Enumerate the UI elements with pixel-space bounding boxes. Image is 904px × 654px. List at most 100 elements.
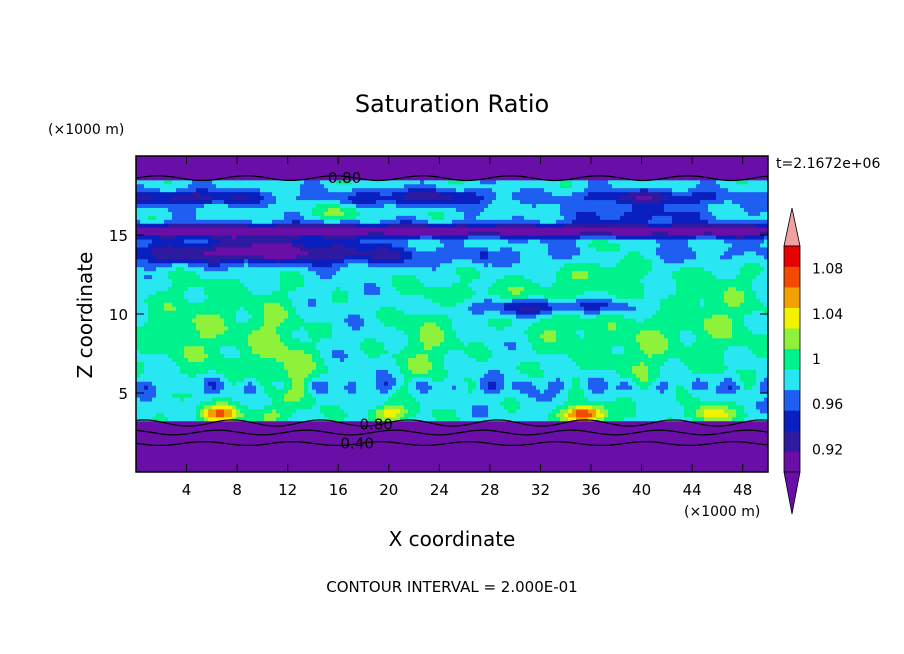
- field-cell: [228, 369, 233, 374]
- field-cell: [700, 389, 705, 394]
- field-cell: [496, 389, 501, 394]
- field-cell: [636, 408, 641, 414]
- field-cell: [600, 349, 605, 355]
- field-cell: [168, 393, 173, 398]
- field-cell: [740, 385, 745, 390]
- field-cell: [660, 412, 665, 418]
- field-cell: [644, 464, 649, 469]
- field-cell: [536, 460, 541, 465]
- field-cell: [252, 400, 257, 406]
- field-cell: [636, 416, 641, 422]
- field-cell: [332, 452, 337, 457]
- field-cell: [660, 420, 665, 426]
- field-cell: [648, 448, 653, 453]
- field-cell: [316, 448, 321, 453]
- field-cell: [508, 424, 513, 430]
- field-cell: [324, 464, 329, 469]
- field-cell: [324, 416, 329, 422]
- field-cell: [252, 440, 257, 445]
- field-cell: [244, 404, 249, 410]
- field-cell: [664, 452, 669, 457]
- field-cell: [268, 404, 273, 410]
- field-cell: [232, 468, 237, 472]
- field-cell: [444, 412, 449, 418]
- field-cell: [296, 424, 301, 430]
- field-cell: [696, 464, 701, 469]
- field-cell: [528, 420, 533, 426]
- field-cell: [464, 428, 469, 434]
- field-cell: [724, 353, 729, 359]
- field-cell: [488, 456, 493, 461]
- field-cell: [316, 393, 321, 398]
- field-cell: [740, 448, 745, 453]
- field-cell: [456, 393, 461, 398]
- field-cell: [724, 448, 729, 453]
- field-cell: [520, 377, 525, 382]
- field-cell: [528, 361, 533, 366]
- field-cell: [520, 420, 525, 426]
- field-cell: [336, 420, 341, 426]
- field-cell: [188, 408, 193, 414]
- field-cell: [136, 353, 141, 359]
- field-cell: [192, 448, 197, 453]
- field-cell: [632, 357, 637, 362]
- field-cell: [712, 385, 717, 390]
- field-cell: [264, 452, 269, 457]
- field-cell: [280, 345, 285, 351]
- field-cell: [616, 440, 621, 445]
- field-cell: [728, 385, 733, 390]
- field-cell: [168, 353, 173, 359]
- field-cell: [324, 389, 329, 394]
- field-cell: [368, 420, 373, 426]
- field-cell: [312, 365, 317, 370]
- field-cell: [532, 357, 537, 362]
- field-cell: [164, 393, 169, 398]
- field-cell: [612, 460, 617, 465]
- field-cell: [596, 444, 601, 449]
- field-cell: [624, 381, 629, 386]
- field-cell: [624, 460, 629, 465]
- field-cell: [596, 448, 601, 453]
- field-cell: [200, 428, 205, 434]
- field-cell: [564, 468, 569, 472]
- field-cell: [368, 468, 373, 472]
- field-cell: [748, 460, 753, 465]
- field-cell: [232, 345, 237, 351]
- field-cell: [492, 456, 497, 461]
- field-cell: [436, 416, 441, 422]
- field-cell: [508, 416, 513, 422]
- field-cell: [180, 353, 185, 359]
- field-cell: [272, 460, 277, 465]
- field-cell: [636, 460, 641, 465]
- field-cell: [524, 456, 529, 461]
- field-cell: [268, 440, 273, 445]
- field-cell: [508, 377, 513, 382]
- field-cell: [552, 400, 557, 406]
- field-cell: [540, 377, 545, 382]
- field-cell: [620, 436, 625, 441]
- field-cell: [588, 440, 593, 445]
- field-cell: [496, 432, 501, 438]
- field-cell: [444, 353, 449, 359]
- field-cell: [168, 361, 173, 366]
- field-cell: [260, 381, 265, 386]
- field-cell: [676, 377, 681, 382]
- field-cell: [620, 464, 625, 469]
- field-cell: [592, 377, 597, 382]
- field-cell: [432, 345, 437, 351]
- field-cell: [328, 408, 333, 414]
- field-cell: [444, 456, 449, 461]
- field-cell: [532, 404, 537, 410]
- field-cell: [644, 365, 649, 370]
- field-cell: [684, 428, 689, 434]
- field-cell: [580, 361, 585, 366]
- field-cell: [144, 345, 149, 351]
- field-cell: [456, 353, 461, 359]
- field-cell: [188, 373, 193, 378]
- field-cell: [304, 357, 309, 362]
- field-cell: [616, 357, 621, 362]
- field-cell: [180, 396, 185, 402]
- field-cell: [404, 353, 409, 359]
- field-cell: [652, 464, 657, 469]
- field-cell: [436, 357, 441, 362]
